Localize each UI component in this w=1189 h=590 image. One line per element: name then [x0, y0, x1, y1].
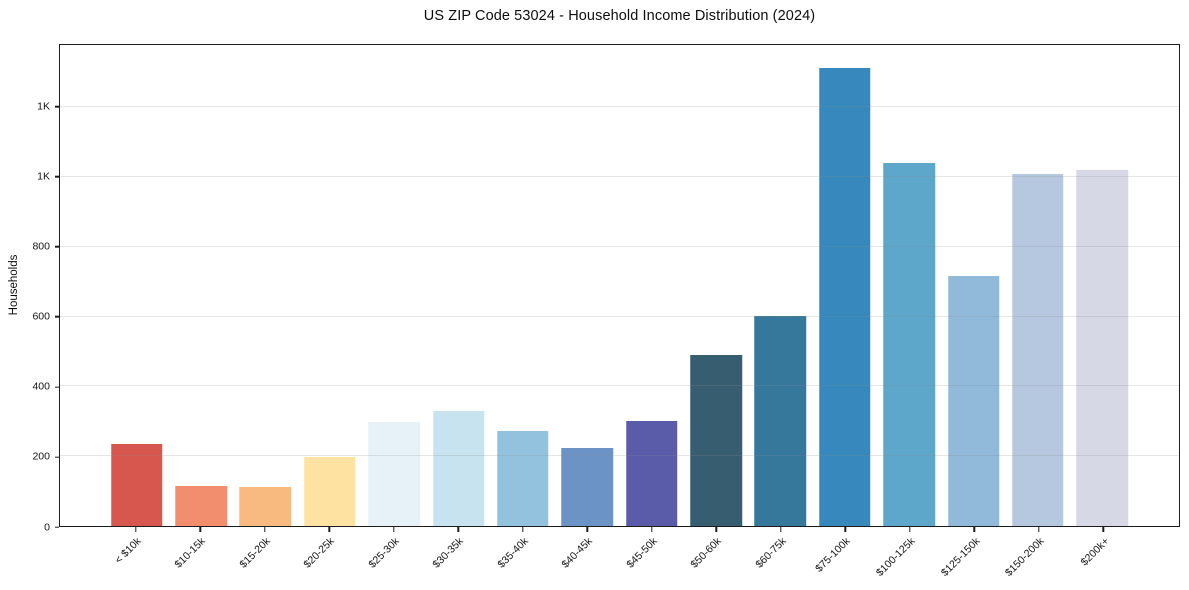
- x-tick-mark: [393, 527, 395, 532]
- x-tick-label: $15-20k: [237, 535, 273, 571]
- plot-area: [59, 44, 1180, 527]
- x-tick-label: $10-15k: [172, 535, 209, 571]
- bar-9: [690, 355, 742, 526]
- x-tick-label: $30-35k: [430, 535, 467, 571]
- y-tick-mark: [54, 386, 59, 388]
- x-tick-label: $35-40k: [495, 535, 531, 571]
- bar-13: [947, 276, 1000, 526]
- gridline: [60, 176, 1179, 178]
- y-tick-mark: [54, 176, 59, 178]
- x-tick-label: $50-60k: [688, 535, 725, 571]
- gridline: [60, 385, 1179, 387]
- bar-1: [175, 485, 227, 526]
- x-axis: < $10k $10-15k $15-20k $20-25k $25-30k $30-35…: [59, 527, 1180, 589]
- bar-15: [1076, 169, 1129, 526]
- x-tick-label: $25-30k: [366, 535, 402, 571]
- x-tick-mark: [1038, 527, 1040, 532]
- x-tick-mark: [844, 527, 846, 532]
- y-tick-mark: [54, 526, 59, 528]
- bar-11: [819, 68, 871, 526]
- bar-14: [1012, 174, 1064, 526]
- bar-4: [368, 422, 420, 526]
- x-tick-mark: [973, 527, 975, 532]
- x-tick-mark: [457, 527, 459, 532]
- y-axis: 0 200 400 600 800 1K 1K: [0, 44, 59, 532]
- x-tick-mark: [522, 527, 524, 532]
- x-tick-mark: [651, 527, 653, 532]
- gridline: [60, 106, 1179, 108]
- x-tick-label: $75-100k: [813, 535, 854, 575]
- bar-3: [304, 456, 356, 526]
- y-tick-mark: [54, 106, 59, 108]
- x-tick-label: $45-50k: [624, 535, 660, 571]
- x-tick-mark: [264, 527, 266, 532]
- x-tick-mark: [909, 527, 911, 532]
- x-tick-label: $125-150k: [938, 535, 983, 579]
- x-tick-label: $60-75k: [753, 535, 789, 571]
- x-tick-label: $150-200k: [1002, 535, 1047, 579]
- bar-5: [432, 410, 485, 526]
- y-tick-label: 400: [32, 380, 50, 393]
- x-tick-label: $100-125k: [873, 535, 918, 579]
- x-tick-label: $200k+: [1077, 535, 1112, 569]
- bar-8: [625, 421, 678, 526]
- gridline: [60, 315, 1179, 317]
- x-tick-mark: [328, 527, 330, 532]
- x-tick-mark: [135, 527, 137, 532]
- x-tick-label: $40-45k: [559, 535, 596, 571]
- y-tick-label: 1K: [37, 170, 50, 183]
- bar-12: [883, 163, 935, 526]
- bar-6: [497, 431, 549, 526]
- x-tick-mark: [715, 527, 717, 532]
- y-tick-mark: [54, 246, 59, 248]
- x-tick-label: $20-25k: [301, 535, 338, 571]
- y-tick-mark: [54, 456, 59, 458]
- chart-title: US ZIP Code 53024 - Household Income Dis…: [423, 8, 816, 24]
- y-tick-mark: [54, 316, 59, 318]
- y-tick-label: 0: [44, 520, 50, 533]
- bar-7: [561, 447, 614, 526]
- bar-2: [239, 486, 292, 526]
- x-tick-mark: [199, 527, 201, 532]
- y-tick-label: 800: [32, 240, 50, 253]
- gridline: [60, 455, 1179, 457]
- x-tick-label: < $10k: [112, 535, 144, 567]
- y-tick-label: 200: [32, 450, 50, 463]
- bar-0: [110, 444, 163, 526]
- x-tick-mark: [1102, 527, 1104, 532]
- y-tick-label: 600: [32, 310, 50, 323]
- x-tick-mark: [780, 527, 782, 532]
- x-tick-mark: [586, 527, 588, 532]
- gridline: [60, 245, 1179, 247]
- y-tick-label: 1K: [37, 100, 50, 113]
- bar-10: [754, 315, 807, 526]
